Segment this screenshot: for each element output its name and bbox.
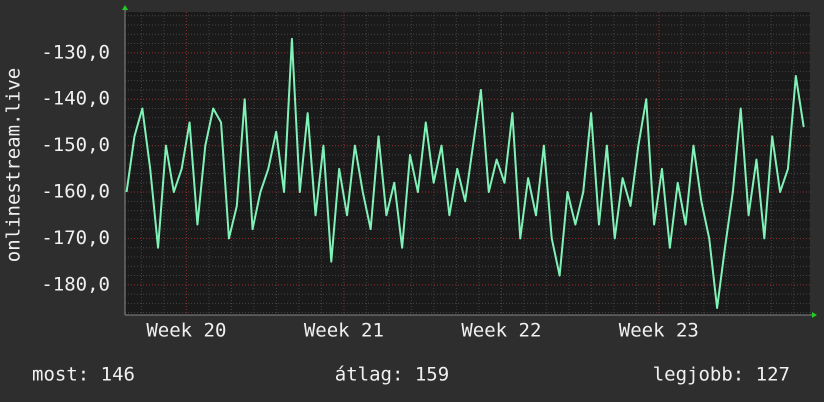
axis-arrow xyxy=(812,312,817,318)
x-tick-label: Week 20 xyxy=(146,320,226,342)
y-tick-label: -150,0 xyxy=(41,134,110,156)
data-line xyxy=(125,37,805,310)
stat-current: most: 146 xyxy=(32,364,135,386)
axis-arrow xyxy=(122,5,128,10)
x-tick-label: Week 21 xyxy=(304,320,384,342)
y-tick-label: -180,0 xyxy=(41,273,110,295)
x-tick-label: Week 22 xyxy=(461,320,541,342)
stat-best: legjobb: 127 xyxy=(653,364,790,386)
y-tick-label: -130,0 xyxy=(41,41,110,63)
stat-average: átlag: 159 xyxy=(335,364,449,386)
y-tick-label: -140,0 xyxy=(41,88,110,110)
y-tick-label: -170,0 xyxy=(41,227,110,249)
y-tick-label: -160,0 xyxy=(41,181,110,203)
y-axis-label: onlinestream.live xyxy=(3,68,25,262)
x-tick-label: Week 23 xyxy=(619,320,699,342)
plot-area xyxy=(125,12,810,315)
